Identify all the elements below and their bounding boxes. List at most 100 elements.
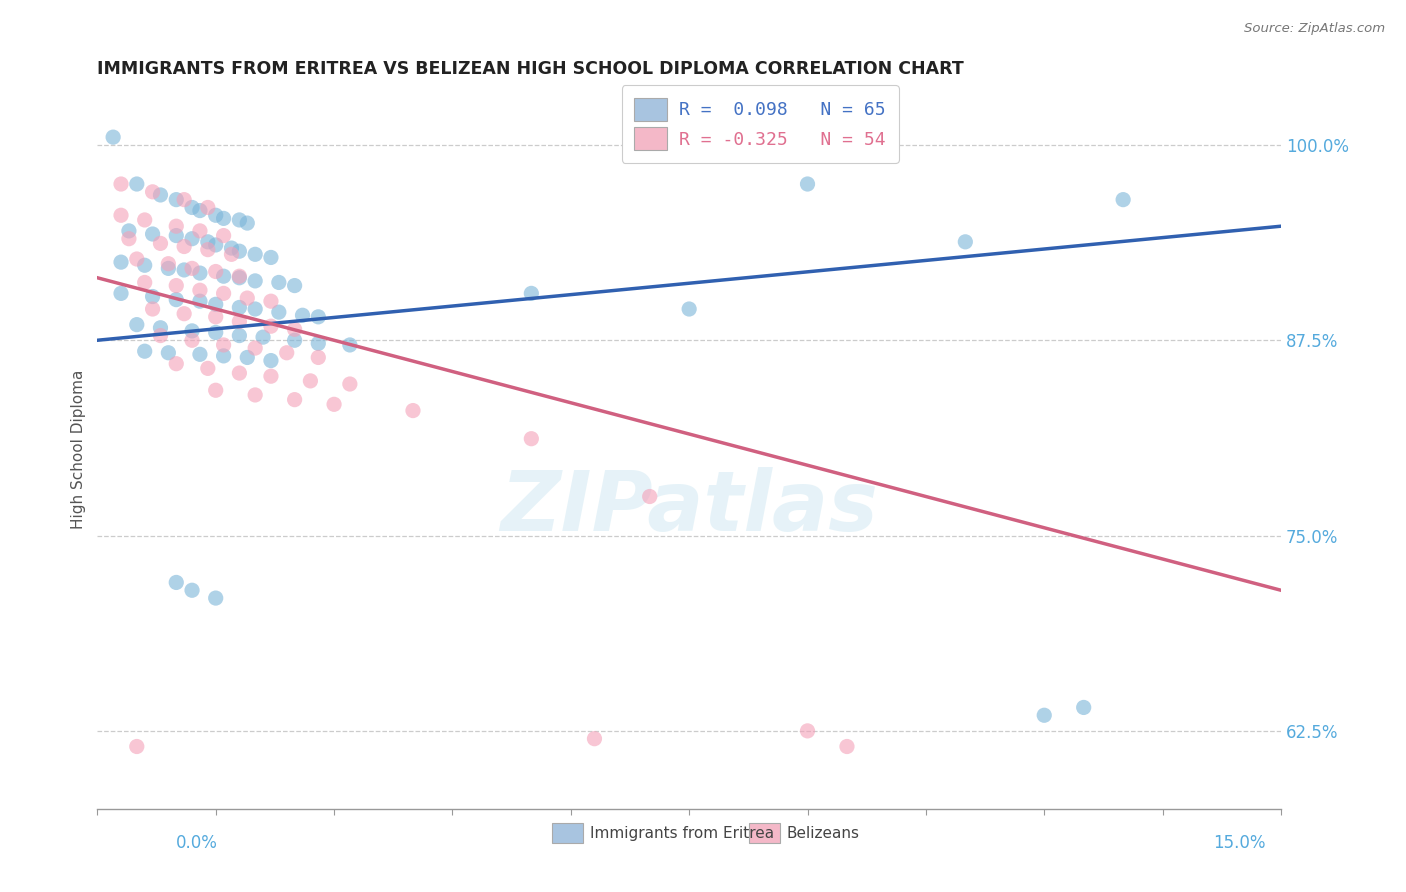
Point [236,291,259,305]
Point [228,366,250,380]
Point [284,278,307,293]
Text: Source: ZipAtlas.com: Source: ZipAtlas.com [1244,22,1385,36]
Text: 0.0%: 0.0% [176,834,218,852]
Point [228,213,250,227]
Point [228,314,250,328]
Point [197,201,219,215]
Point [1073,700,1095,714]
Point [252,330,274,344]
Point [181,324,204,338]
Point [212,228,235,243]
Point [402,403,425,417]
Point [110,177,132,191]
Point [125,318,148,332]
Point [212,211,235,226]
Point [157,257,180,271]
Point [228,244,250,259]
Point [323,397,346,411]
Point [165,357,187,371]
Text: IMMIGRANTS FROM ERITREA VS BELIZEAN HIGH SCHOOL DIPLOMA CORRELATION CHART: IMMIGRANTS FROM ERITREA VS BELIZEAN HIGH… [97,60,965,78]
Text: Immigrants from Eritrea: Immigrants from Eritrea [591,826,773,840]
Point [212,338,235,352]
Point [638,490,661,504]
Point [134,258,156,272]
Point [188,266,211,280]
Point [173,193,195,207]
Point [299,374,322,388]
Point [284,322,307,336]
Point [204,208,226,222]
Point [339,338,361,352]
Point [1033,708,1056,723]
Point [181,232,204,246]
Point [125,252,148,266]
Point [181,583,204,598]
Point [165,293,187,307]
Point [204,384,226,398]
Point [204,591,226,605]
Point [583,731,606,746]
Point [796,177,818,191]
Point [157,261,180,276]
Point [260,294,283,309]
Point [134,213,156,227]
Point [204,238,226,252]
Point [165,575,187,590]
Point [173,263,195,277]
Point [228,328,250,343]
Point [118,232,141,246]
Point [197,235,219,249]
Point [142,289,165,303]
Point [204,297,226,311]
Point [188,347,211,361]
Point [165,228,187,243]
Point [197,243,219,257]
Point [134,344,156,359]
Point [188,294,211,309]
Point [243,301,266,316]
Point [118,224,141,238]
Point [243,388,266,402]
Point [173,239,195,253]
Point [260,319,283,334]
Point [1112,193,1135,207]
Point [307,351,329,365]
Point [260,251,283,265]
Point [212,286,235,301]
Point [284,333,307,347]
Point [149,328,172,343]
Text: 15.0%: 15.0% [1213,834,1265,852]
Point [955,235,977,249]
Point [134,276,156,290]
Point [291,308,314,322]
Point [236,351,259,365]
Point [149,236,172,251]
Point [835,739,858,754]
Point [284,392,307,407]
Point [157,345,180,359]
Point [165,193,187,207]
Point [173,307,195,321]
Point [149,188,172,202]
Point [110,286,132,301]
Point [243,274,266,288]
Point [243,341,266,355]
Y-axis label: High School Diploma: High School Diploma [72,370,86,529]
Point [204,310,226,324]
Point [267,305,290,319]
Point [204,326,226,340]
Point [339,377,361,392]
Point [260,369,283,384]
Point [181,333,204,347]
Point [260,353,283,368]
Point [149,320,172,334]
Point [276,345,298,359]
Point [181,201,204,215]
Point [267,276,290,290]
Point [110,255,132,269]
Point [228,301,250,315]
Point [796,723,818,738]
Point [125,177,148,191]
Point [520,286,543,301]
Point [221,247,243,261]
